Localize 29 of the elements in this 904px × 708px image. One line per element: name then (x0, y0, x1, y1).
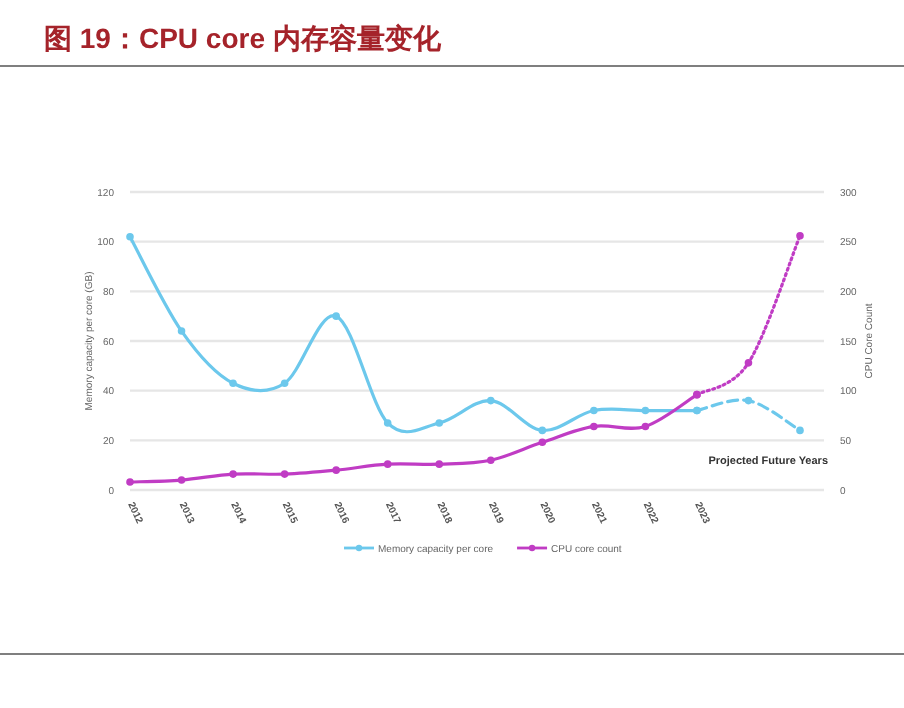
chart-title: 图 19：CPU core 内存容量变化 (44, 22, 443, 54)
point (280, 379, 289, 388)
point (126, 232, 134, 241)
point (796, 426, 804, 435)
point (590, 422, 598, 431)
point (641, 422, 650, 431)
point (486, 396, 495, 405)
point (435, 460, 444, 468)
point (744, 359, 753, 367)
point (332, 312, 340, 320)
point (538, 426, 547, 435)
point (435, 419, 444, 427)
point (538, 438, 547, 447)
point (177, 476, 186, 484)
point (280, 470, 289, 478)
point (229, 470, 237, 478)
point (744, 396, 753, 405)
point (641, 406, 650, 415)
point (332, 466, 340, 474)
point (796, 231, 804, 240)
point (229, 379, 237, 388)
point (177, 327, 186, 335)
point (383, 460, 392, 468)
point (126, 478, 134, 486)
point (693, 406, 701, 415)
point (693, 390, 701, 399)
point (383, 419, 392, 427)
point (486, 456, 495, 464)
point (590, 406, 598, 415)
